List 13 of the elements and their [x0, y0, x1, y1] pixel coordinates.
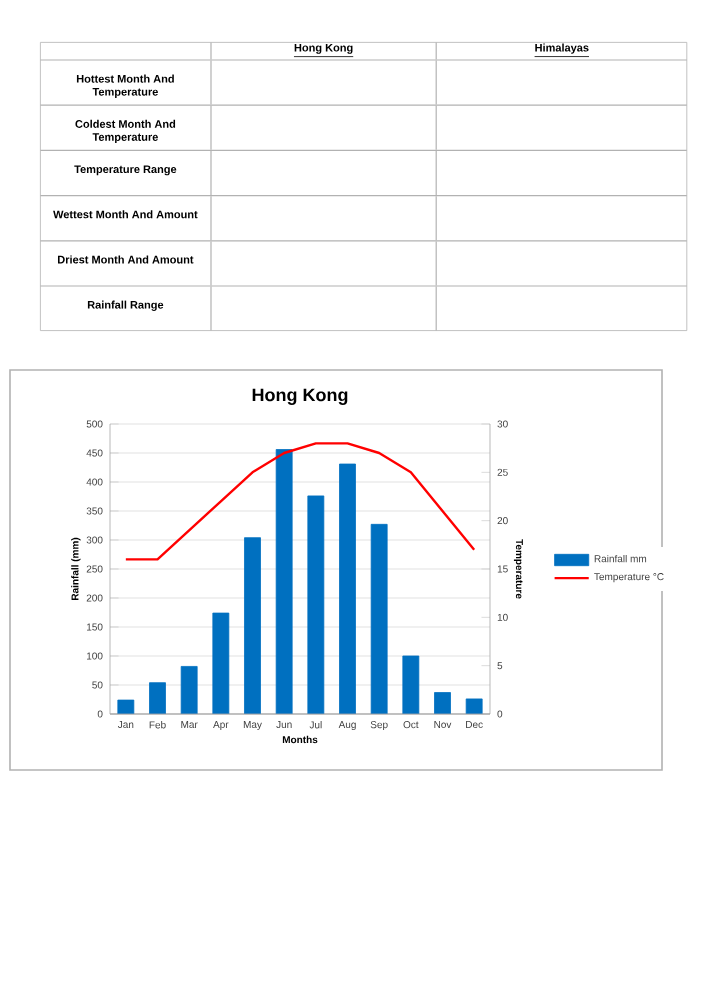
bar [465, 698, 483, 714]
bar [275, 449, 293, 714]
bar [180, 666, 198, 714]
bar [244, 537, 261, 714]
bar [307, 495, 325, 714]
bar [212, 612, 230, 714]
chart-title: Hong Kong [252, 388, 348, 405]
bar [370, 523, 388, 714]
bar [402, 655, 420, 714]
bar [434, 692, 451, 714]
bar [149, 682, 166, 714]
bar [339, 463, 356, 714]
bar [117, 699, 135, 714]
